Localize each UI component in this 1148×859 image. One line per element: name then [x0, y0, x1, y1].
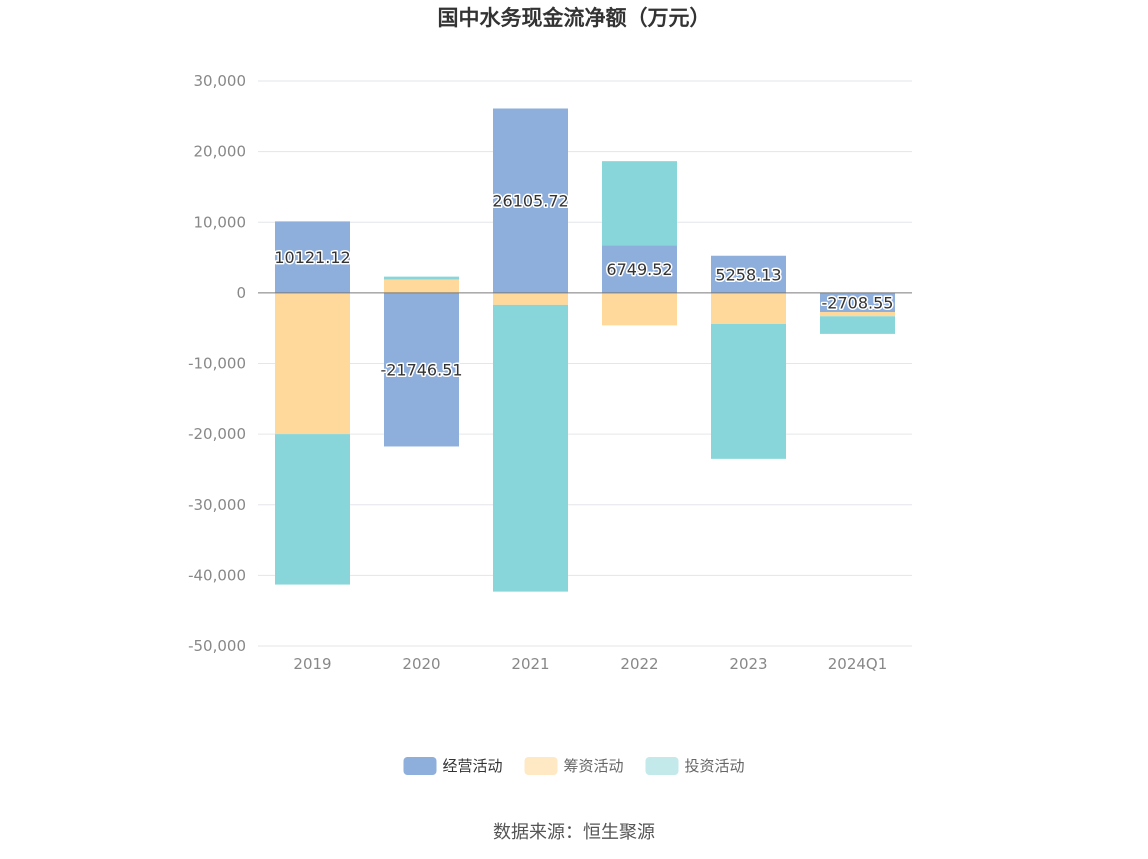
data-label-2021: 26105.72	[492, 192, 568, 211]
legend-swatch-1	[524, 757, 558, 775]
bar-2023-series-2	[711, 323, 786, 459]
y-tick-label: -10,000	[188, 355, 246, 373]
data-labels: 10121.12 -21746.51 26105.72 6749.52 5258.13 -…	[273, 190, 895, 381]
bar-2022-series-2	[602, 161, 677, 246]
legend-label-1: 筹资活动	[564, 757, 624, 775]
bar-2020-series-0	[384, 292, 459, 447]
y-tick-label: 30,000	[194, 72, 247, 90]
legend-label-2: 投资活动	[685, 757, 745, 775]
bar-2022-series-1	[602, 292, 677, 326]
bar-2024Q1-series-0	[820, 292, 895, 313]
data-label-2024Q1: -2708.55	[822, 293, 894, 312]
data-label-2020: -21746.51	[380, 361, 462, 380]
bar-2019-series-2	[275, 434, 350, 585]
y-tick-label: -20,000	[188, 425, 246, 443]
y-tick-label: 10,000	[194, 213, 247, 231]
x-axis-tick-labels: 2019 2020 2021 2022 2023 2024Q1	[293, 655, 887, 673]
x-tick-label: 2019	[293, 655, 331, 673]
x-tick-label: 2020	[402, 655, 440, 673]
bar-2021-series-1	[493, 292, 568, 305]
bar-2019-series-0	[275, 221, 350, 293]
legend-swatch-2	[645, 757, 679, 775]
bar-2019-series-1	[275, 292, 350, 435]
source-note: 数据来源：恒生聚源	[493, 822, 655, 843]
bar-2024Q1-series-1	[820, 312, 895, 317]
bar-2021-series-2	[493, 304, 568, 592]
x-tick-label: 2024Q1	[828, 655, 888, 673]
bar-2020-series-1	[384, 279, 459, 293]
x-tick-label: 2022	[620, 655, 658, 673]
chart-title: 国中水务现金流净额（万元）	[438, 6, 711, 30]
bars	[275, 108, 895, 592]
y-tick-label: -40,000	[188, 566, 246, 584]
legend: 经营活动 筹资活动 投资活动	[403, 757, 745, 775]
grid-lines	[258, 80, 912, 647]
y-tick-label: -30,000	[188, 496, 246, 514]
y-tick-label: 0	[236, 284, 246, 302]
data-label-2022: 6749.52	[606, 260, 672, 279]
data-label-2019: 10121.12	[274, 248, 350, 267]
y-tick-label: 20,000	[194, 143, 247, 161]
bar-2021-series-0	[493, 108, 568, 293]
legend-label-0: 经营活动	[443, 757, 503, 775]
bar-2023-series-1	[711, 292, 786, 324]
x-tick-label: 2023	[729, 655, 767, 673]
data-label-2023: 5258.13	[715, 265, 781, 284]
y-axis-tick-labels: 30,000 20,000 10,000 0 -10,000 -20,000 -30,000…	[188, 72, 246, 655]
bar-2024Q1-series-2	[820, 316, 895, 334]
bar-2023-series-0	[711, 255, 786, 293]
bar-2020-series-2	[384, 276, 459, 280]
x-tick-label: 2021	[511, 655, 549, 673]
bar-2022-series-0	[602, 245, 677, 293]
legend-swatch-0	[403, 757, 437, 775]
y-tick-label: -50,000	[188, 637, 246, 655]
